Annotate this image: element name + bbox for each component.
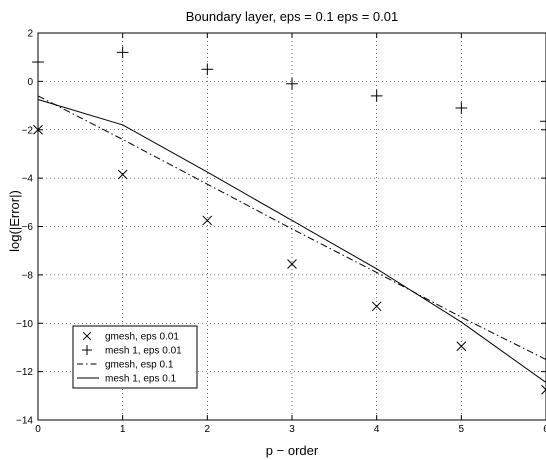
- data-point: [540, 115, 546, 128]
- data-point: [32, 56, 44, 68]
- data-point: [116, 46, 129, 59]
- data-point: [117, 169, 128, 180]
- x-tick-label: 2: [205, 424, 211, 435]
- series-line: [37, 95, 546, 360]
- data-point: [33, 124, 43, 135]
- legend-box: [72, 325, 198, 389]
- x-marker-stroke: [202, 215, 213, 226]
- data-point: [370, 90, 383, 102]
- y-tick-label: 2: [27, 29, 33, 40]
- y-tick-label: −4: [22, 174, 34, 185]
- y-tick-label: −14: [16, 416, 33, 427]
- legend-entry-label: mesh 1, eps 0.01: [105, 346, 182, 357]
- series-mesh-1-eps-0-01: [32, 46, 546, 128]
- x-marker: [82, 331, 92, 341]
- x-tick-label: 3: [289, 424, 295, 435]
- series-mesh-1-eps-0-1: [37, 99, 546, 383]
- chart-title: Boundary layer, eps = 0.1 eps = 0.01: [186, 9, 398, 24]
- y-tick-label: −6: [22, 222, 34, 233]
- data-point: [201, 63, 214, 76]
- x-marker-stroke: [287, 259, 297, 269]
- y-tick-label: −8: [22, 270, 34, 281]
- x-marker-stroke: [82, 331, 92, 341]
- x-marker-stroke: [117, 169, 128, 180]
- x-marker-stroke: [541, 384, 546, 391]
- data-point: [541, 384, 546, 395]
- legend-entry-label: gmesh, eps 0.01: [105, 332, 179, 343]
- x-tick-label: 4: [374, 424, 380, 435]
- x-tick-label: 5: [459, 424, 465, 435]
- data-point: [286, 77, 298, 90]
- series-gmesh-esp-0-1: [37, 95, 546, 360]
- series-gmesh-eps-0-01: [33, 124, 546, 395]
- x-tick-label: 0: [35, 424, 41, 435]
- x-marker-stroke: [541, 389, 546, 395]
- data-point: [455, 102, 468, 114]
- data-point: [456, 341, 467, 352]
- legend-entry-label: gmesh, esp 0.1: [105, 360, 174, 371]
- x-marker-stroke: [371, 301, 382, 312]
- series-line: [37, 99, 546, 383]
- y-tick-label: −12: [16, 367, 33, 378]
- y-tick-label: −10: [16, 319, 33, 330]
- x-tick-label: 1: [120, 424, 126, 435]
- y-tick-label: 0: [27, 77, 33, 88]
- y-axis-label: log(|Error|): [7, 190, 22, 252]
- data-point: [287, 259, 297, 269]
- x-axis-label: p − order: [266, 443, 319, 458]
- series: [32, 46, 546, 395]
- x-marker-stroke: [33, 124, 43, 135]
- x-marker-stroke: [456, 341, 467, 352]
- plus-marker: [82, 345, 92, 355]
- data-point: [202, 215, 213, 226]
- y-tick-label: −2: [22, 125, 34, 136]
- data-point: [371, 301, 382, 312]
- legend-entry-label: mesh 1, eps 0.1: [105, 374, 177, 385]
- legend: gmesh, eps 0.01 mesh 1, eps 0.01 gmesh, es…: [72, 325, 198, 389]
- ticks: 0 1 2 3 4 5 6 2 0 −2 −4 −6 −8 −10 −12 −14: [16, 29, 546, 435]
- x-tick-label: 6: [543, 424, 546, 435]
